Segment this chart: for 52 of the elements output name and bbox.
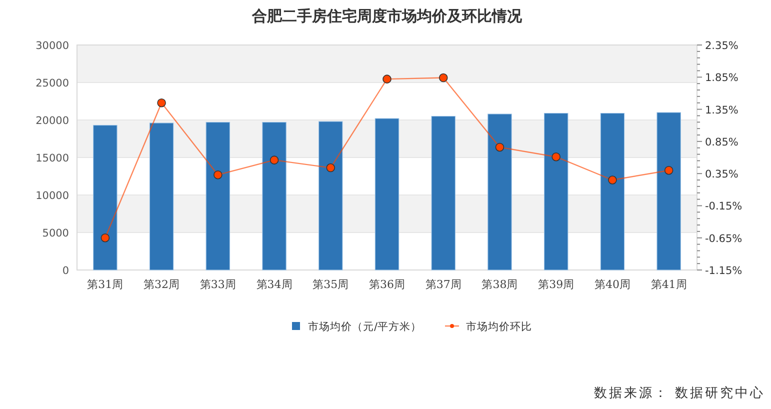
x-tick-label: 第33周	[200, 278, 236, 291]
y2-tick-label: -0.15%	[705, 200, 742, 213]
x-tick-label: 第34周	[256, 278, 292, 291]
y-tick-label: 30000	[36, 40, 69, 52]
y-tick-label: 5000	[42, 228, 69, 240]
y2-tick-label: 1.35%	[705, 104, 738, 116]
x-tick-label: 第36周	[369, 278, 405, 291]
x-tick-label: 第37周	[425, 278, 462, 291]
point	[438, 73, 448, 82]
bar	[656, 112, 681, 270]
bar	[600, 112, 625, 270]
point	[270, 156, 279, 164]
y2-tick-label: 0.35%	[705, 168, 738, 181]
y-tick-label: 0	[62, 265, 69, 277]
bar	[431, 116, 456, 270]
x-tick-label: 第39周	[538, 278, 574, 291]
x-tick-label: 第32周	[144, 278, 180, 291]
y-tick-label: 20000	[36, 115, 69, 127]
y-tick-label: 10000	[36, 190, 69, 202]
legend-label: 市场均价环比	[466, 320, 532, 333]
bar	[318, 121, 343, 270]
bar	[206, 122, 230, 270]
bar	[374, 118, 400, 270]
x-tick-label: 第38周	[482, 278, 518, 291]
point	[664, 166, 674, 175]
point	[495, 142, 504, 152]
y2-tick-label: -0.65%	[705, 232, 742, 245]
point	[214, 170, 222, 180]
bar	[149, 122, 174, 270]
bar	[488, 114, 512, 270]
y2-tick-label: -1.15%	[705, 265, 742, 277]
x-tick-label: 第41周	[650, 278, 687, 291]
bar	[544, 112, 568, 270]
legend-label: 市场均价（元/平方米）	[308, 320, 422, 333]
bar	[262, 122, 286, 270]
y2-tick-label: 0.85%	[705, 136, 738, 148]
source-note: 数据来源： 数据研究中心	[594, 385, 765, 401]
y-tick-label: 25000	[36, 78, 69, 90]
chart-title: 合肥二手房住宅周度市场均价及环比情况	[251, 7, 523, 25]
y-tick-label: 15000	[36, 152, 69, 164]
bar	[93, 124, 118, 270]
x-tick-label: 第35周	[312, 278, 349, 291]
y2-tick-label: 2.35%	[705, 40, 738, 52]
y2-tick-label: 1.85%	[705, 72, 738, 84]
point	[552, 152, 560, 162]
point	[157, 98, 166, 108]
point	[382, 74, 392, 84]
point	[608, 176, 617, 184]
point	[326, 163, 336, 172]
x-tick-label: 第40周	[594, 278, 630, 291]
x-tick-label: 第31周	[87, 278, 124, 291]
point	[100, 233, 110, 242]
